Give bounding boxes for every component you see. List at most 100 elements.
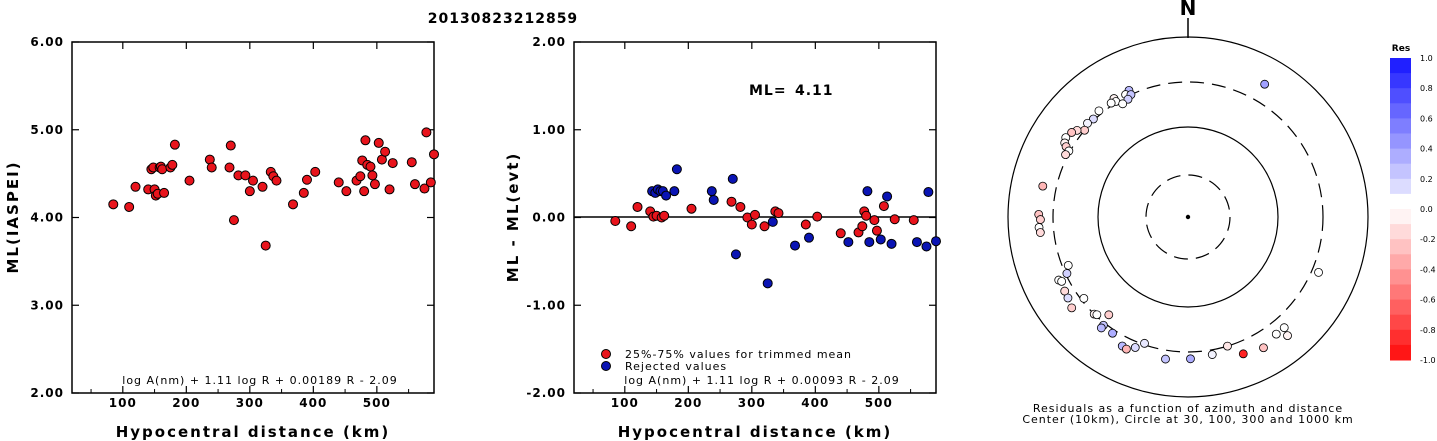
panel2-point-series0 (750, 209, 760, 220)
panel1-point (244, 186, 255, 197)
station-residual-point (1279, 323, 1289, 333)
colorbar-cell (1390, 103, 1411, 119)
colorbar-title: Res (1392, 44, 1410, 54)
panel2-point-series0 (726, 196, 737, 207)
panel1-point (298, 187, 309, 198)
panel2-point-series1 (862, 186, 873, 197)
station-residual-point (1088, 114, 1098, 124)
panel1-point (130, 181, 141, 192)
panel1-x-tick-label: 200 (172, 396, 200, 410)
panel2-point-series1 (882, 191, 893, 202)
panel1-y-tick-label: 2.00 (30, 386, 64, 400)
panel2-x-tick-label: 300 (738, 396, 766, 410)
panel2-point-series1 (843, 237, 854, 248)
panel1-point (421, 127, 432, 138)
colorbar-cell (1390, 329, 1411, 346)
ml-annotation-label: ML= (749, 83, 787, 99)
panel2-point-series0 (686, 203, 697, 214)
panel1-point (225, 140, 236, 151)
station-residual-point (1271, 329, 1281, 339)
panel1-point (260, 240, 271, 251)
panel2-x-tick-label: 100 (611, 396, 639, 410)
panel2-point-series1 (727, 173, 738, 184)
colorbar-cell (1390, 163, 1411, 180)
panel2-point-series0 (773, 208, 784, 219)
colorbar-cell (1390, 88, 1411, 104)
panel1-y-tick-label: 6.00 (30, 35, 64, 49)
panel2-point-series0 (871, 225, 882, 236)
panel1-point (419, 183, 430, 194)
panel1-point (369, 179, 380, 190)
panel2-point-series0 (835, 228, 846, 239)
panel2-point-series0 (908, 215, 919, 226)
panel1-point (184, 175, 195, 186)
station-residual-point (1161, 354, 1170, 364)
station-residual-point (1094, 106, 1104, 116)
panel2-point-series0 (746, 219, 757, 230)
colorbar-tick-label: -0.2 (1420, 235, 1436, 244)
station-residual-point (1067, 303, 1077, 313)
panel1-point (224, 162, 235, 173)
map-caption-line2: Center (10km), Circle at 30, 100, 300 an… (1022, 413, 1353, 426)
colorbar-tick-label: 0.6 (1420, 114, 1433, 123)
panel2-x-tick-label: 500 (865, 396, 893, 410)
panel1-x-tick-label: 300 (236, 396, 264, 410)
panel1-point (360, 135, 371, 146)
panel1-y-axis-label: ML(IASPEI) (4, 160, 22, 273)
panel2-point-series1 (931, 236, 941, 247)
distance-ring-30km (1145, 174, 1231, 260)
colorbar-tick-label: -1.0 (1420, 356, 1436, 365)
panel1-point (341, 186, 352, 197)
panel2-point-series1 (671, 164, 682, 175)
station-residual-point (1106, 98, 1116, 108)
panel1-point (108, 199, 119, 210)
panel1-point (359, 186, 370, 197)
colorbar-tick-label: 0.4 (1420, 145, 1433, 154)
station-residual-point (1223, 341, 1232, 351)
panel2-point-series1 (864, 237, 875, 248)
station-residual-point (1260, 79, 1270, 89)
station-residual-point (1207, 350, 1217, 359)
panel1-y-tick-label: 5.00 (30, 123, 64, 137)
panel2-point-series1 (921, 241, 932, 252)
panel2-x-tick-label: 400 (801, 396, 829, 410)
panel1-point (301, 174, 312, 185)
legend-marker-trimmed (601, 349, 611, 359)
panel1-point (159, 187, 170, 198)
panel2-point-series0 (869, 215, 880, 226)
panel1-point (409, 179, 420, 190)
colorbar-cell (1390, 118, 1411, 134)
panel2-point-series0 (857, 221, 868, 232)
colorbar-cell (1390, 178, 1411, 195)
panel2-point-series1 (886, 238, 897, 249)
panel2-point-series0 (632, 201, 643, 212)
panel1-point (257, 181, 268, 192)
panel1-point (310, 166, 321, 177)
panel2-y-tick-label: 2.00 (532, 35, 566, 49)
panel2-point-series0 (889, 214, 900, 225)
distance-ring-300km (1052, 81, 1324, 353)
legend-label-trimmed: 25%-75% values for trimmed mean (625, 348, 852, 361)
panel1-y-tick-label: 4.00 (30, 211, 64, 225)
magnitude-vs-distance-panel: Hypocentral distance (km) ML(IASPEI) log… (4, 35, 439, 441)
panel2-y-axis-label: ML - ML(evt) (504, 152, 522, 282)
panel2-point-series0 (878, 201, 889, 212)
station-residual-point (1186, 354, 1195, 364)
station-residual-point (1140, 338, 1149, 348)
station-residual-point (1259, 343, 1268, 353)
panel1-point (240, 170, 251, 181)
panel2-point-series0 (800, 219, 811, 230)
station-residual-point (1092, 310, 1102, 320)
panel2-y-tick-label: 0.00 (532, 211, 566, 225)
panel2-y-tick-label: 1.00 (532, 123, 566, 137)
panel2-point-series1 (767, 216, 778, 227)
station-residual-point (1038, 181, 1048, 191)
panel2-point-series1 (708, 194, 719, 205)
colorbar-cell (1390, 58, 1411, 74)
panel2-point-series0 (812, 211, 823, 222)
azimuth-residual-map: N Residuals as a function of azimuth and… (1007, 0, 1369, 426)
distance-ring-100km (1097, 126, 1279, 308)
panel1-point (206, 162, 217, 173)
colorbar-cell (1390, 209, 1411, 225)
